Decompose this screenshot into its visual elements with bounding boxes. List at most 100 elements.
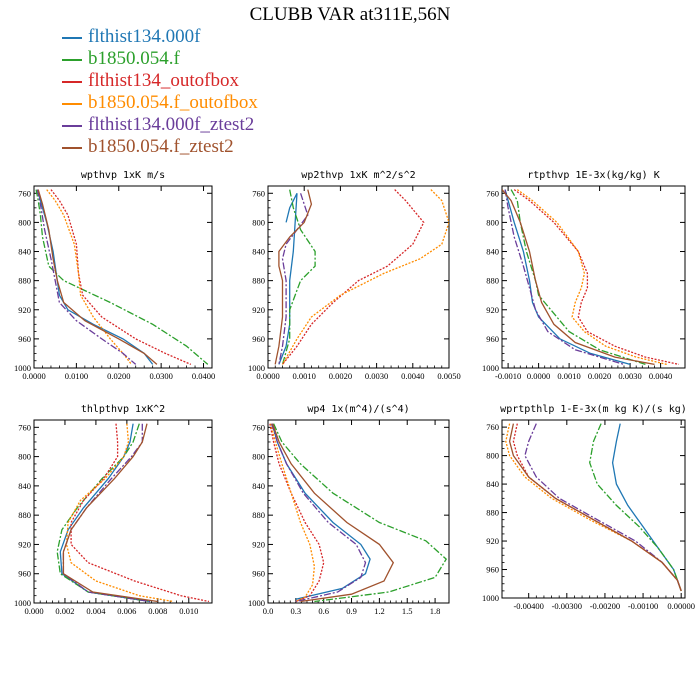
y-tick-label: 800 bbox=[252, 452, 265, 462]
series-line bbox=[37, 189, 158, 365]
x-tick-label: 0.0 bbox=[263, 606, 274, 616]
series-line bbox=[513, 189, 680, 366]
x-tick-label: 0.002 bbox=[55, 606, 74, 616]
series-line bbox=[278, 193, 298, 365]
x-tick-label: 0.006 bbox=[117, 606, 136, 616]
chart-panel: thlpthvp 1xK^2 0.000 0.002 0.004 0.006 0.008 0… bbox=[14, 404, 213, 616]
series-line bbox=[70, 423, 210, 603]
y-tick-label: 920 bbox=[252, 539, 265, 549]
series-line bbox=[505, 423, 682, 592]
x-tick-label: 0.0010 bbox=[293, 371, 316, 381]
y-tick-label: 920 bbox=[18, 305, 31, 315]
y-tick-label: 880 bbox=[18, 276, 31, 286]
x-tick-label: 0.010 bbox=[179, 606, 198, 616]
y-tick-label: 880 bbox=[252, 510, 265, 520]
y-tick-label: 760 bbox=[486, 422, 499, 432]
series-line bbox=[62, 423, 158, 603]
series-line bbox=[278, 193, 309, 365]
panel-title: wp2thvp 1xK m^2/s^2 bbox=[301, 170, 415, 181]
series-line bbox=[269, 423, 325, 603]
legend-swatch bbox=[62, 146, 82, 149]
x-tick-label: 0.0000 bbox=[256, 371, 279, 381]
x-tick-label: 0.0030 bbox=[618, 371, 641, 381]
chart-panel: wpthvp 1xK m/s 0.0000 0.0100 0.0200 0.0300 0.… bbox=[14, 170, 215, 381]
series-line bbox=[36, 189, 154, 365]
chart-panel: wp2thvp 1xK m^2/s^2 0.0000 0.0010 0.0020 0.0… bbox=[248, 170, 461, 381]
y-tick-label: 760 bbox=[252, 422, 265, 432]
y-tick-label: 760 bbox=[18, 422, 31, 432]
series-line bbox=[508, 423, 682, 592]
series-line bbox=[270, 423, 316, 603]
legend-swatch bbox=[62, 36, 82, 39]
x-tick-label: 0.0020 bbox=[588, 371, 611, 381]
y-tick-label: 840 bbox=[252, 481, 265, 491]
y-tick-label: 800 bbox=[486, 217, 499, 227]
series-line bbox=[273, 423, 448, 603]
plot-frame bbox=[267, 419, 450, 604]
series-group bbox=[35, 189, 209, 365]
legend-swatch bbox=[62, 80, 82, 83]
y-tick-label: 920 bbox=[252, 305, 265, 315]
plot-frame bbox=[267, 185, 450, 369]
legend-label: flthist134.000f bbox=[88, 26, 201, 47]
legend-item: b1850.054.f bbox=[62, 48, 258, 70]
y-tick-label: 760 bbox=[252, 188, 265, 198]
y-tick-label: 960 bbox=[18, 334, 31, 344]
x-tick-label: 0.0300 bbox=[149, 371, 172, 381]
y-tick-label: 880 bbox=[18, 510, 31, 520]
y-tick-label: 800 bbox=[18, 217, 31, 227]
legend: flthist134.000f b1850.054.f flthist134_out… bbox=[62, 26, 258, 158]
x-tick-label: 0.0100 bbox=[65, 371, 88, 381]
series-line bbox=[274, 189, 313, 365]
y-tick-label: 960 bbox=[252, 334, 265, 344]
chart-panel: wp4 1x(m^4)/(s^4) 0.0 0.3 0.6 0.9 1.2 1.5 1.8 76… bbox=[248, 404, 450, 616]
y-tick-label: 920 bbox=[486, 305, 499, 315]
y-tick-label: 1000 bbox=[248, 598, 265, 608]
x-tick-label: -0.00100 bbox=[628, 601, 658, 611]
chart-panel: rtpthvp 1E-3x(kg/kg) K -0.0010 0.0000 0.001… bbox=[482, 170, 686, 381]
x-tick-label: 0.0040 bbox=[401, 371, 424, 381]
series-group bbox=[269, 423, 448, 603]
legend-item: b1850.054.f_outofbox bbox=[62, 92, 258, 114]
y-tick-label: 960 bbox=[486, 334, 499, 344]
y-tick-label: 800 bbox=[18, 452, 31, 462]
x-tick-label: 0.0010 bbox=[557, 371, 580, 381]
x-tick-label: 0.0030 bbox=[365, 371, 388, 381]
legend-label: b1850.054.f_outofbox bbox=[88, 92, 258, 113]
series-line bbox=[516, 189, 667, 366]
legend-swatch bbox=[62, 102, 82, 105]
legend-label: b1850.054.f bbox=[88, 48, 180, 69]
y-tick-label: 960 bbox=[18, 569, 31, 579]
panel-title: thlpthvp 1xK^2 bbox=[81, 404, 165, 415]
y-tick-label: 840 bbox=[252, 247, 265, 257]
series-group bbox=[502, 189, 680, 366]
figure-title: CLUBB VAR at311E,56N bbox=[249, 4, 451, 25]
chart-panel: wprtpthlp 1-E-3x(m kg K)/(s kg)-0.00400-… bbox=[482, 404, 695, 611]
legend-item: b1850.054.f_ztest2 bbox=[62, 136, 258, 158]
y-tick-label: 840 bbox=[18, 481, 31, 491]
x-tick-label: 0.0000 bbox=[527, 371, 550, 381]
series-line bbox=[504, 189, 631, 366]
series-line bbox=[524, 423, 682, 592]
series-line bbox=[589, 423, 682, 592]
x-tick-label: 0.0050 bbox=[437, 371, 460, 381]
x-tick-label: 0.0040 bbox=[649, 371, 672, 381]
panel-title: wprtpthlp 1-E-3x(m kg K)/(s kg) bbox=[500, 404, 687, 415]
series-line bbox=[271, 423, 371, 600]
series-line bbox=[512, 423, 682, 592]
plot-frame bbox=[33, 419, 213, 604]
series-line bbox=[281, 189, 449, 365]
y-tick-label: 880 bbox=[486, 276, 499, 286]
x-tick-label: 1.5 bbox=[402, 606, 413, 616]
x-tick-label: 0.004 bbox=[86, 606, 106, 616]
legend-label: b1850.054.f_ztest2 bbox=[88, 136, 234, 157]
y-tick-label: 920 bbox=[18, 539, 31, 549]
y-tick-label: 800 bbox=[252, 217, 265, 227]
panel-title: rtpthvp 1E-3x(kg/kg) K bbox=[527, 170, 659, 181]
x-tick-label: 0.0000 bbox=[22, 371, 45, 381]
series-line bbox=[281, 189, 425, 365]
series-line bbox=[50, 189, 192, 365]
series-line bbox=[271, 423, 395, 603]
y-tick-label: 880 bbox=[486, 508, 499, 518]
